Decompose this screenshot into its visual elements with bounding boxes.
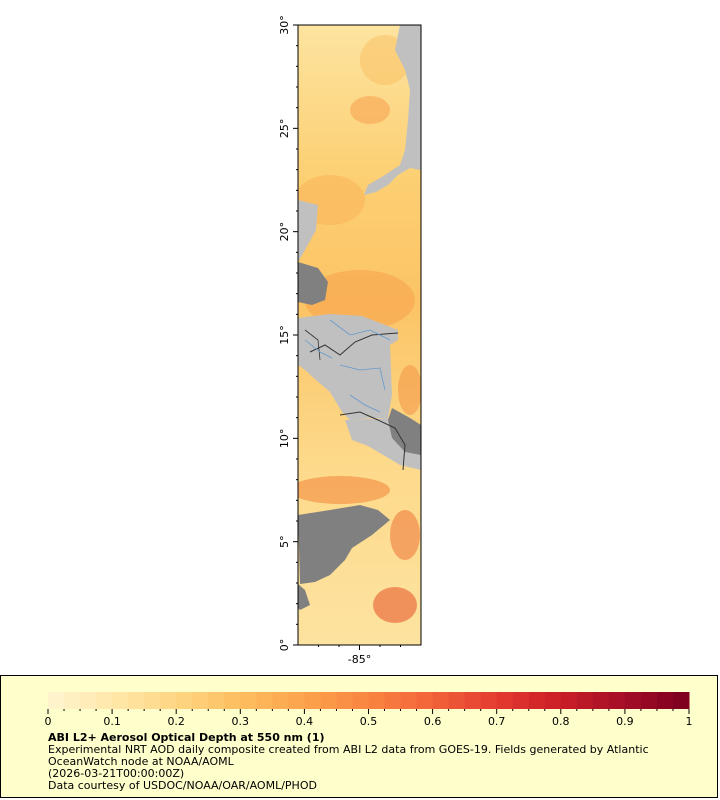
nodata-area — [388, 408, 421, 455]
aod-patch — [390, 510, 420, 560]
lat-tick-label: 15° — [278, 325, 291, 345]
nodata-area — [298, 262, 328, 305]
country-border — [304, 329, 321, 361]
nodata-area — [298, 505, 390, 584]
lat-tick-label: 25° — [278, 119, 291, 139]
river — [329, 319, 391, 341]
aod-map[interactable]: 0° 5° 10° 15° 20° 25° 30° -85° — [0, 0, 720, 675]
legend-title: ABI L2+ Aerosol Optical Depth at 550 nm … — [48, 731, 325, 744]
aod-patch — [373, 587, 417, 623]
land-gulf-coast — [298, 200, 318, 262]
river — [304, 339, 333, 359]
legend-description: Experimental NRT AOD daily composite cre… — [48, 743, 649, 768]
lat-tick-label: 5° — [278, 535, 291, 548]
longitude-axis: -85° — [318, 645, 401, 666]
aod-patch — [298, 476, 390, 504]
nodata-area — [298, 584, 310, 610]
country-border — [309, 332, 399, 356]
map-field — [298, 25, 421, 645]
lat-tick-label: 30° — [278, 15, 291, 35]
river — [339, 364, 386, 391]
legend-timestamp: (2026-03-21T00:00:00Z) — [48, 767, 185, 780]
lat-tick-label: 0° — [278, 639, 291, 652]
aod-patch — [398, 365, 421, 415]
latitude-axis: 0° 5° 10° 15° 20° 25° 30° — [278, 15, 298, 651]
land-yucatan — [364, 25, 421, 195]
lat-tick-label: 20° — [278, 222, 291, 242]
legend-credit: Data courtesy of USDOC/NOAA/OAR/AOML/PHO… — [48, 779, 317, 792]
river — [349, 394, 381, 413]
country-border — [339, 411, 406, 471]
lon-tick-label: -85° — [348, 653, 371, 666]
lat-tick-label: 10° — [278, 429, 291, 449]
aod-patch — [350, 96, 390, 124]
